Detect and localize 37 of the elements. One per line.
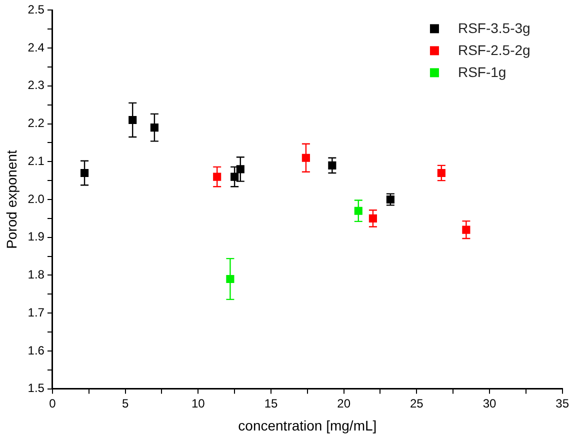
y-tick-label: 1.9 bbox=[28, 230, 45, 244]
x-tick-label: 15 bbox=[264, 396, 278, 410]
y-tick-label: 1.8 bbox=[28, 268, 45, 282]
legend-label: RSF-1g bbox=[458, 64, 506, 80]
point bbox=[354, 206, 362, 215]
y-tick-label: 2.1 bbox=[28, 154, 45, 168]
point bbox=[328, 161, 336, 170]
y-tick-label: 2.4 bbox=[28, 40, 45, 54]
x-tick-label: 20 bbox=[337, 396, 351, 410]
legend-label: RSF-2.5-2g bbox=[458, 42, 530, 58]
x-tick-label: 30 bbox=[482, 396, 496, 410]
y-axis-title: Porod exponent bbox=[3, 150, 20, 249]
point bbox=[462, 226, 470, 234]
x-tick-label: 0 bbox=[49, 396, 56, 410]
x-tick-label: 10 bbox=[191, 396, 206, 410]
point bbox=[213, 172, 222, 181]
point bbox=[226, 274, 234, 284]
point bbox=[368, 214, 377, 222]
point bbox=[80, 168, 89, 178]
y-tick-label: 2.0 bbox=[28, 192, 45, 206]
point bbox=[150, 124, 158, 132]
point bbox=[128, 116, 137, 124]
y-tick-label: 2.2 bbox=[28, 116, 45, 130]
point bbox=[302, 154, 310, 162]
y-tick-label: 1.7 bbox=[28, 305, 45, 320]
y-tick-label: 1.6 bbox=[28, 343, 45, 358]
y-tick-label: 2.5 bbox=[28, 2, 45, 17]
legend-label: RSF-3.5-3g bbox=[458, 20, 530, 36]
y-tick-label: 1.5 bbox=[28, 381, 45, 396]
y-tick-label: 2.3 bbox=[28, 78, 45, 92]
point bbox=[437, 168, 446, 178]
x-tick-label: 35 bbox=[556, 396, 570, 410]
x-tick-label: 5 bbox=[122, 396, 129, 410]
x-tick-label: 25 bbox=[410, 396, 424, 410]
point bbox=[230, 172, 239, 181]
x-axis-title: concentration [mg/mL] bbox=[238, 417, 377, 434]
point bbox=[236, 165, 244, 174]
